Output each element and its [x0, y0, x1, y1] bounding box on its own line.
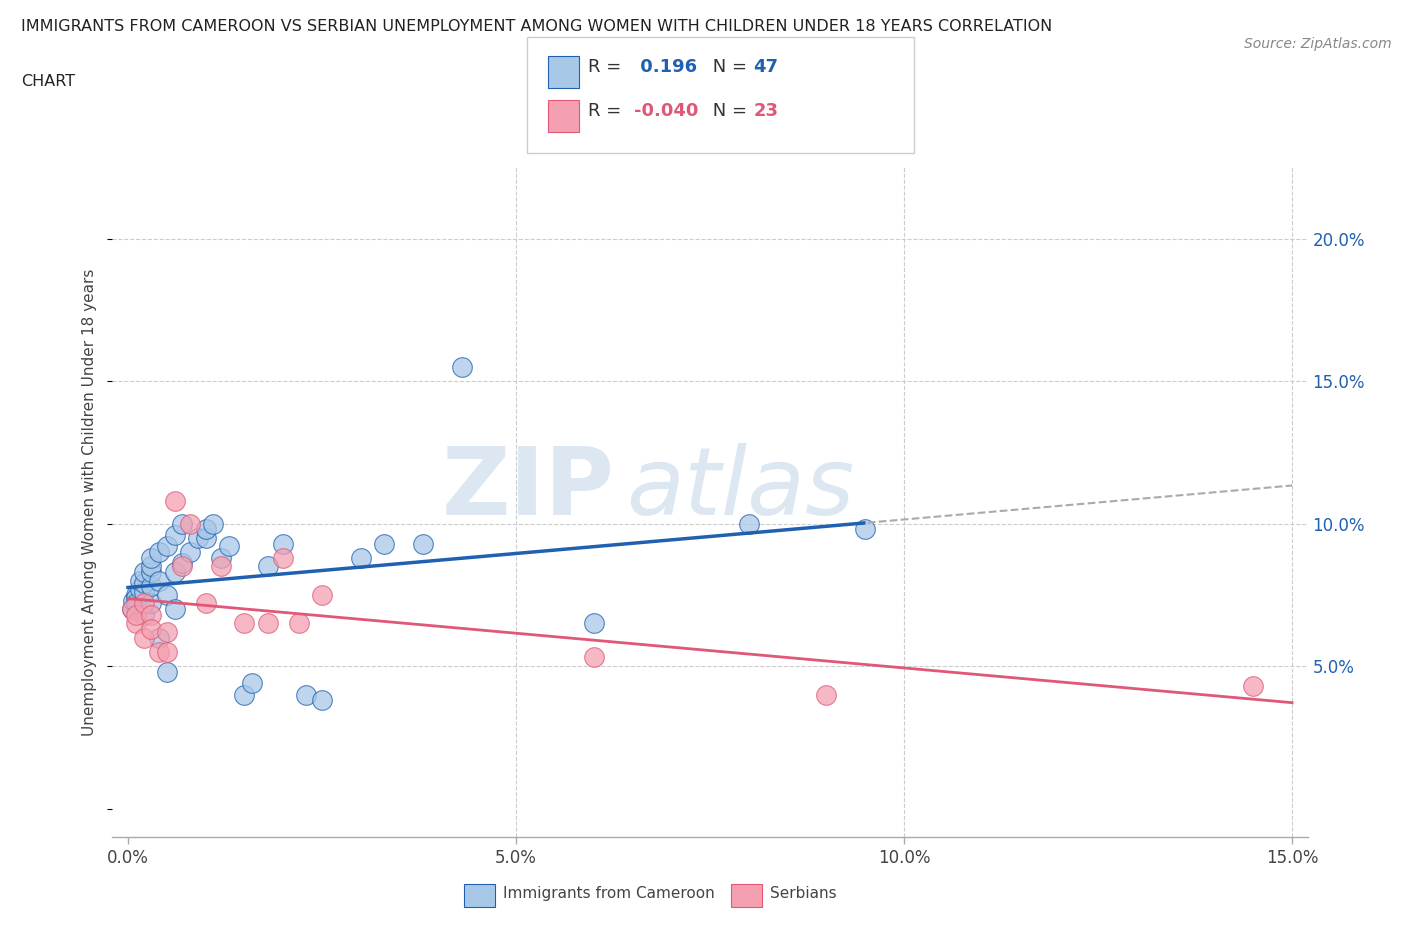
Point — [141, 578, 163, 593]
Point — [179, 545, 201, 560]
Point — [148, 545, 170, 560]
Point — [412, 536, 434, 551]
Point — [156, 538, 179, 553]
Point — [350, 551, 373, 565]
Point — [256, 559, 278, 574]
Point — [311, 693, 333, 708]
Point — [148, 644, 170, 659]
Text: N =: N = — [707, 58, 754, 75]
Point — [582, 616, 605, 631]
Point — [172, 559, 194, 574]
Point — [311, 588, 333, 603]
Point — [121, 602, 143, 617]
Point — [582, 650, 605, 665]
Point — [853, 522, 876, 537]
Point — [287, 616, 309, 631]
Point — [141, 559, 163, 574]
Point — [141, 621, 163, 636]
Point — [218, 538, 240, 553]
Point — [128, 573, 150, 588]
Point — [256, 616, 278, 631]
Point — [148, 631, 170, 645]
Point — [815, 687, 838, 702]
Point — [121, 602, 143, 617]
Point — [240, 676, 263, 691]
Point — [194, 522, 217, 537]
Point — [132, 607, 155, 622]
Point — [271, 551, 294, 565]
Text: CHART: CHART — [21, 74, 75, 89]
Point — [125, 616, 148, 631]
Point — [194, 530, 217, 545]
Text: Source: ZipAtlas.com: Source: ZipAtlas.com — [1244, 37, 1392, 51]
Point — [141, 565, 163, 579]
Text: R =: R = — [588, 102, 627, 120]
Text: 47: 47 — [754, 58, 779, 75]
Point — [209, 551, 232, 565]
Point — [125, 588, 148, 603]
Text: Immigrants from Cameroon: Immigrants from Cameroon — [503, 886, 716, 901]
Point — [179, 516, 201, 531]
Y-axis label: Unemployment Among Women with Children Under 18 years: Unemployment Among Women with Children U… — [82, 269, 97, 736]
Text: N =: N = — [707, 102, 754, 120]
Point — [132, 631, 155, 645]
Text: Serbians: Serbians — [770, 886, 837, 901]
Point — [132, 576, 155, 591]
Point — [373, 536, 395, 551]
Point — [125, 591, 148, 605]
Point — [128, 581, 150, 596]
Point — [233, 616, 256, 631]
Point — [156, 588, 179, 603]
Point — [450, 359, 472, 374]
Text: ZIP: ZIP — [441, 443, 614, 535]
Text: 23: 23 — [754, 102, 779, 120]
Point — [163, 527, 186, 542]
Point — [156, 624, 179, 639]
Text: 0.196: 0.196 — [634, 58, 697, 75]
Text: R =: R = — [588, 58, 627, 75]
Text: IMMIGRANTS FROM CAMEROON VS SERBIAN UNEMPLOYMENT AMONG WOMEN WITH CHILDREN UNDER: IMMIGRANTS FROM CAMEROON VS SERBIAN UNEM… — [21, 19, 1052, 33]
Point — [738, 516, 761, 531]
Point — [132, 565, 155, 579]
Point — [172, 516, 194, 531]
Point — [156, 644, 179, 659]
Point — [1241, 679, 1264, 694]
Point — [132, 585, 155, 600]
Point — [271, 536, 294, 551]
Text: -0.040: -0.040 — [634, 102, 699, 120]
Point — [156, 664, 179, 679]
Point — [141, 551, 163, 565]
Point — [125, 596, 148, 611]
Point — [295, 687, 318, 702]
Point — [132, 596, 155, 611]
Point — [202, 516, 225, 531]
Point — [122, 593, 145, 608]
Point — [163, 493, 186, 508]
Text: atlas: atlas — [627, 444, 855, 535]
Point — [163, 602, 186, 617]
Point — [194, 596, 217, 611]
Point — [125, 607, 148, 622]
Point — [209, 559, 232, 574]
Point — [141, 596, 163, 611]
Point — [187, 530, 209, 545]
Point — [141, 607, 163, 622]
Point — [163, 565, 186, 579]
Point — [148, 573, 170, 588]
Point — [233, 687, 256, 702]
Point — [172, 556, 194, 571]
